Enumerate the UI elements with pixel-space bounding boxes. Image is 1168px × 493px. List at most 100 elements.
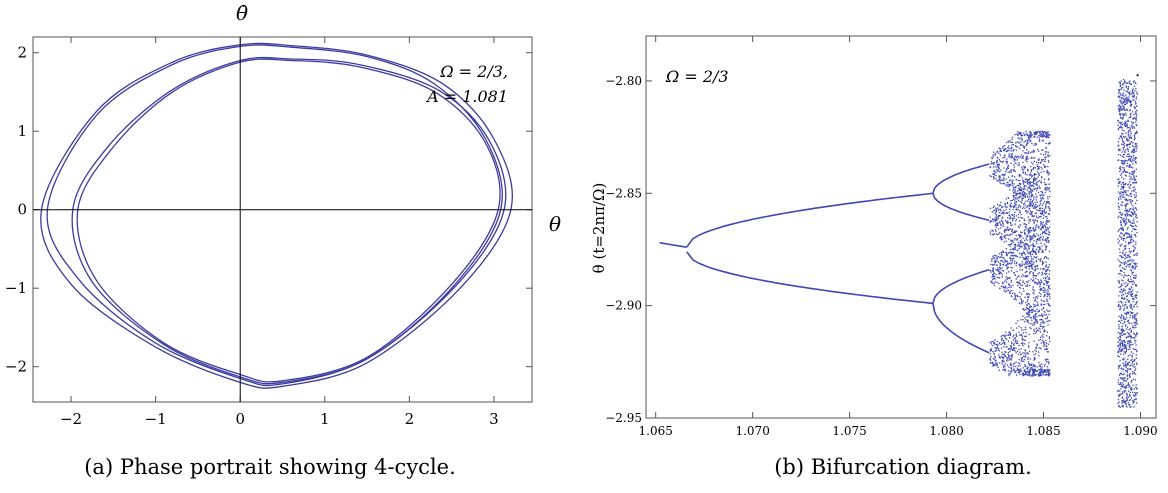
bifurcation-point [1044,151,1047,153]
bifurcation-point [1007,140,1009,142]
bifurcation-point [1044,359,1047,361]
bifurcation-point [1118,320,1120,322]
bifurcation-point [1033,135,1036,137]
bifurcation-point [1011,267,1013,269]
bifurcation-point [1021,373,1023,375]
bifurcation-point [1029,266,1031,268]
bifurcation-point [1119,339,1121,341]
bifurcation-point [1025,158,1028,161]
bifurcation-point [1020,276,1023,278]
bifurcation-point [1039,131,1041,134]
bifurcation-point [1030,165,1032,168]
bifurcation-point [1118,206,1120,208]
bifurcation-point [1129,101,1131,103]
bifurcation-point [1028,179,1030,181]
bifurcation-point [1028,231,1030,233]
bifurcation-point [1003,156,1006,159]
bifurcation-point [999,237,1001,239]
bifurcation-point [1132,391,1134,393]
bifurcation-point [1036,322,1038,324]
bifurcation-point [1039,319,1041,321]
bifurcation-point [1127,396,1130,398]
bifurcation-point [1133,176,1135,178]
bifurcation-point [1036,217,1038,219]
bifurcation-point [1033,306,1035,308]
bifurcation-point [1136,130,1138,132]
bifurcation-point [1129,181,1131,183]
bifurcation-point [1033,371,1035,373]
bifurcation-point [1124,174,1126,176]
bifurcation-point [1031,215,1033,217]
bifurcation-point [1039,323,1041,326]
bifurcation-point [1015,215,1018,217]
bifurcation-point [1010,362,1012,364]
bifurcation-point [1027,361,1030,363]
bifurcation-point [993,278,996,280]
bifurcation-point [1135,293,1137,296]
bifurcation-point [1002,206,1004,208]
bifurcation-point [1017,185,1019,187]
bifurcation-point [1129,242,1131,244]
bifurcation-point [1018,325,1020,328]
bifurcation-point [1126,284,1129,287]
bifurcation-point [1135,105,1138,107]
bifurcation-point [990,220,992,222]
bifurcation-point [1014,296,1016,298]
bifurcation-point [1123,171,1125,173]
bifurcation-point [1019,156,1021,158]
bifurcation-point [992,279,994,281]
bifurcation-point [1031,375,1033,377]
bifurcation-point [1001,237,1003,239]
bifurcation-point [996,150,999,152]
bifurcation-point [1017,179,1019,182]
bifurcation-point [1122,171,1124,173]
bifurcation-point [1127,348,1129,351]
bifurcation-branch [659,241,687,248]
bifurcation-point [995,226,998,228]
bifurcation-point [1037,191,1040,193]
bifurcation-point [1003,262,1005,264]
bifurcation-point [1018,220,1021,222]
bifurcation-point [1020,242,1022,245]
bifurcation-point [1118,89,1120,91]
bifurcation-point [1028,191,1030,193]
bifurcation-point [1122,229,1125,231]
bifurcation-point [1030,191,1032,193]
bifurcation-point [1136,263,1138,265]
bifurcation-point [1119,211,1122,213]
bifurcation-point [1129,288,1131,291]
bifurcation-point [1041,313,1043,315]
bifurcation-point [999,150,1001,153]
bifurcation-point [1045,146,1047,148]
bifurcation-point [1018,182,1021,184]
bifurcation-point [1014,262,1016,265]
bifurcation-point [1047,343,1050,345]
bifurcation-point [1118,148,1120,150]
bifurcation-point [1035,347,1037,349]
bifurcation-point [1135,194,1137,196]
bifurcation-point [1029,227,1031,229]
bifurcation-point [1136,124,1138,127]
bifurcation-point [998,369,1000,371]
bifurcation-point [1132,90,1134,92]
phase-portrait-xtick-label: −2 [60,410,82,428]
bifurcation-point [1020,357,1022,359]
bifurcation-point [1136,402,1138,404]
bifurcation-point [1025,354,1027,356]
bifurcation-point [1039,140,1041,142]
bifurcation-point [1008,145,1010,147]
phase-portrait-trajectory [71,56,507,385]
bifurcation-point [1004,261,1006,263]
bifurcation-point [1128,236,1130,238]
bifurcation-point [1015,179,1017,181]
bifurcation-point [1033,133,1035,135]
bifurcation-point [994,209,996,211]
bifurcation-point [1030,170,1033,172]
bifurcation-point [1130,156,1132,158]
bifurcation-point [1023,185,1026,187]
bifurcation-point [1022,308,1024,310]
bifurcation-point [1027,372,1029,374]
bifurcation-point [1124,204,1126,206]
bifurcation-point [1048,361,1050,363]
